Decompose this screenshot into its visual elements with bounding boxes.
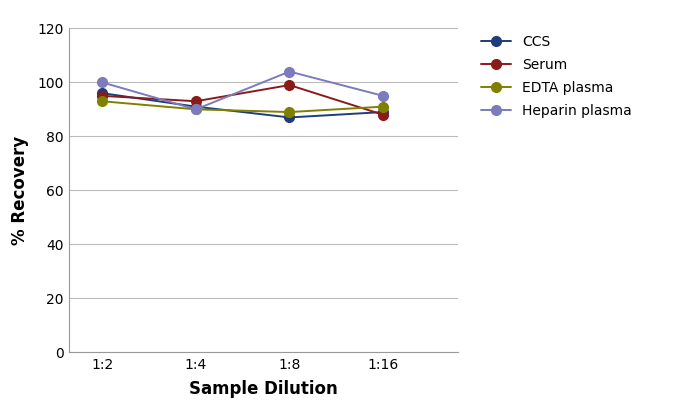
Heparin plasma: [98, 80, 106, 85]
Line: CCS: CCS: [97, 88, 388, 122]
Serum: [285, 83, 294, 87]
Heparin plasma: [192, 107, 200, 112]
Line: Serum: Serum: [97, 80, 388, 119]
Y-axis label: % Recovery: % Recovery: [11, 136, 29, 245]
Serum: [192, 99, 200, 104]
Legend: CCS, Serum, EDTA plasma, Heparin plasma: CCS, Serum, EDTA plasma, Heparin plasma: [480, 35, 632, 118]
Serum: [379, 112, 387, 117]
EDTA plasma: [379, 104, 387, 109]
EDTA plasma: [98, 99, 106, 104]
CCS: [285, 115, 294, 120]
CCS: [98, 91, 106, 96]
Line: EDTA plasma: EDTA plasma: [97, 96, 388, 117]
EDTA plasma: [192, 107, 200, 112]
Serum: [98, 94, 106, 98]
EDTA plasma: [285, 110, 294, 115]
Heparin plasma: [379, 94, 387, 98]
Line: Heparin plasma: Heparin plasma: [97, 67, 388, 114]
Heparin plasma: [285, 69, 294, 74]
CCS: [379, 110, 387, 115]
X-axis label: Sample Dilution: Sample Dilution: [189, 380, 338, 398]
CCS: [192, 104, 200, 109]
